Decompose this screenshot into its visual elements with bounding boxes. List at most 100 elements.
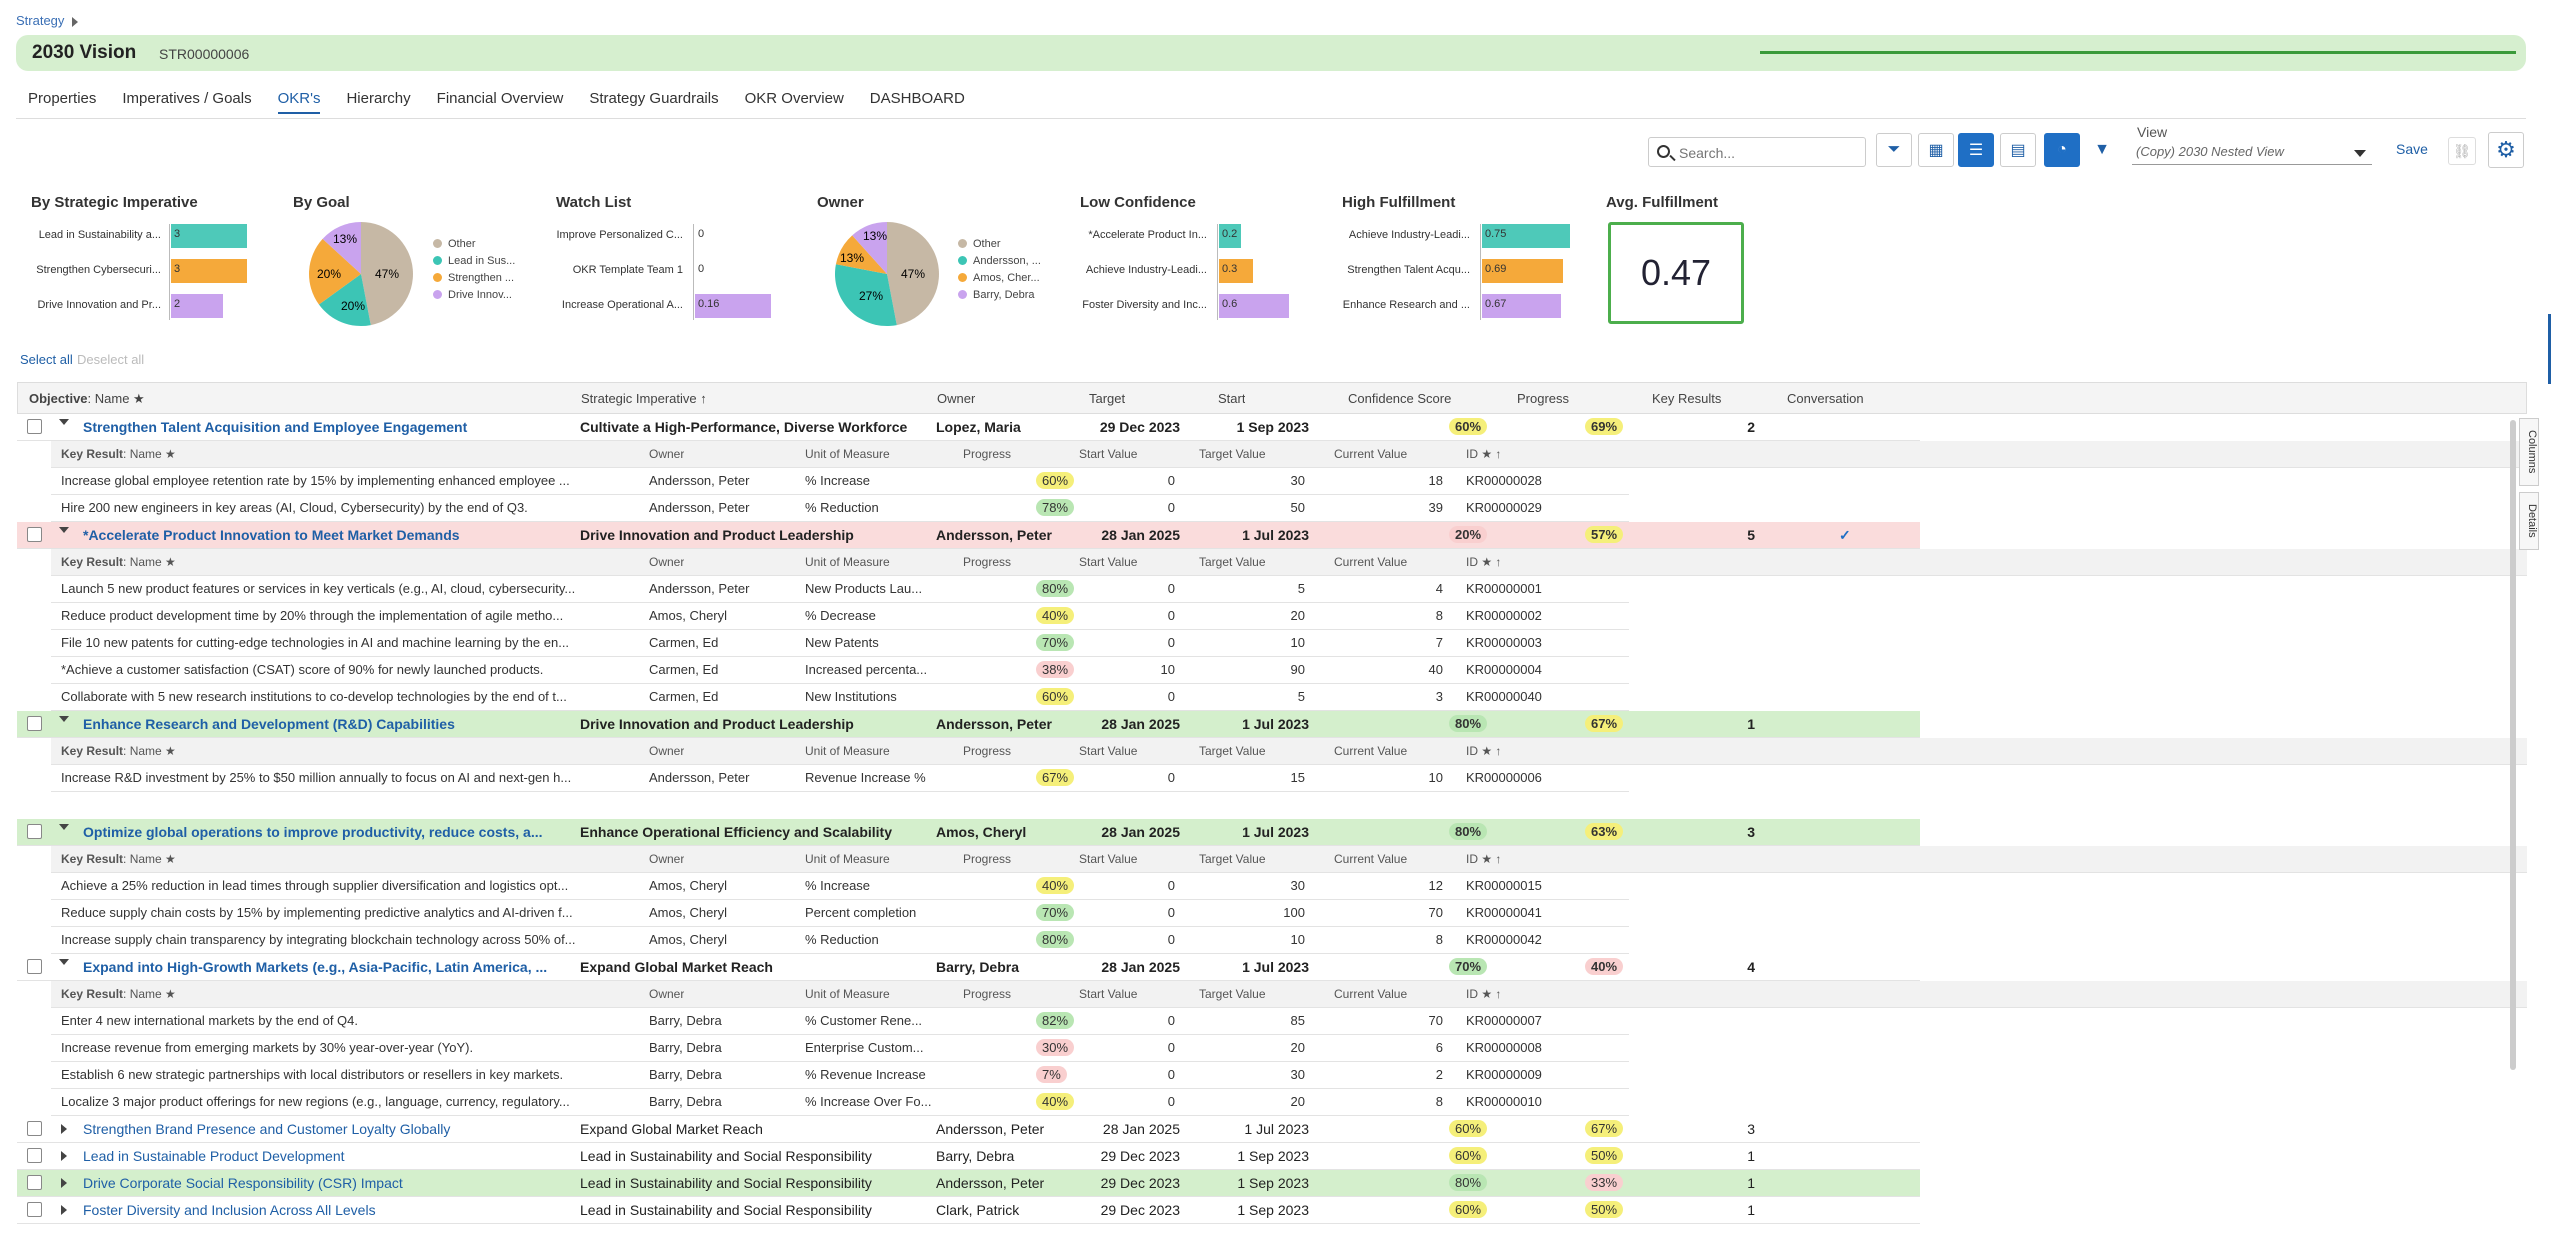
- sub-col-id[interactable]: ID ★ ↑: [1466, 744, 1502, 758]
- sub-col-uom[interactable]: Unit of Measure: [805, 987, 890, 1001]
- kr-name[interactable]: File 10 new patents for cutting-edge tec…: [61, 635, 570, 650]
- key-result-row[interactable]: Achieve a 25% reduction in lead times th…: [51, 873, 1629, 900]
- kr-name[interactable]: Establish 6 new strategic partnerships w…: [61, 1067, 564, 1082]
- key-result-row[interactable]: Reduce product development time by 20% t…: [51, 603, 1629, 630]
- kr-name[interactable]: Increase supply chain transparency by in…: [61, 932, 576, 947]
- sub-col-uom[interactable]: Unit of Measure: [805, 744, 890, 758]
- key-result-row[interactable]: Increase global employee retention rate …: [51, 468, 1629, 495]
- tab-imperatives-goals[interactable]: Imperatives / Goals: [122, 90, 252, 107]
- pie-slice-strengthen[interactable]: [309, 238, 361, 305]
- highful-bar-row[interactable]: Enhance Research and ... 0.67: [1340, 294, 1580, 318]
- objective-name[interactable]: Strengthen Brand Presence and Customer L…: [83, 1121, 451, 1137]
- key-result-row[interactable]: Establish 6 new strategic partnerships w…: [51, 1062, 1629, 1089]
- objective-name[interactable]: Optimize global operations to improve pr…: [83, 824, 543, 840]
- lowconf-bar-row[interactable]: Achieve Industry-Leadi... 0.3: [1077, 259, 1307, 283]
- objective-row[interactable]: Strengthen Brand Presence and Customer L…: [17, 1116, 1920, 1143]
- kr-name[interactable]: Enter 4 new international markets by the…: [61, 1013, 359, 1028]
- objective-name[interactable]: Enhance Research and Development (R&D) C…: [83, 716, 455, 732]
- sub-col-progress[interactable]: Progress: [963, 987, 1012, 1001]
- expand-chevron-down-icon[interactable]: [59, 959, 69, 965]
- sub-col-kr[interactable]: Key Result: Name ★: [61, 852, 176, 866]
- objective-row[interactable]: Expand into High-Growth Markets (e.g., A…: [17, 954, 1920, 981]
- sub-col-owner[interactable]: Owner: [649, 744, 685, 758]
- objective-row[interactable]: Optimize global operations to improve pr…: [17, 819, 1920, 846]
- sub-col-target[interactable]: Target Value: [1199, 987, 1266, 1001]
- row-checkbox[interactable]: [27, 959, 42, 974]
- legend-item[interactable]: Amos, Cher...: [958, 272, 1041, 289]
- breadcrumb-link[interactable]: Strategy: [16, 13, 65, 28]
- objective-row[interactable]: Lead in Sustainable Product Development L…: [17, 1143, 1920, 1170]
- kr-name[interactable]: Increase R&D investment by 25% to $50 mi…: [61, 770, 572, 785]
- columns-side-tab[interactable]: Columns: [2519, 418, 2539, 486]
- link-button[interactable]: ⛓: [2448, 137, 2476, 165]
- sub-col-current[interactable]: Current Value: [1334, 852, 1408, 866]
- key-result-row[interactable]: Launch 5 new product features or service…: [51, 576, 1629, 603]
- sub-col-id[interactable]: ID ★ ↑: [1466, 447, 1502, 461]
- key-result-row[interactable]: Collaborate with 5 new research institut…: [51, 684, 1629, 711]
- sub-col-current[interactable]: Current Value: [1334, 447, 1408, 461]
- sub-col-uom[interactable]: Unit of Measure: [805, 555, 890, 569]
- highful-bar-row[interactable]: Achieve Industry-Leadi... 0.75: [1340, 224, 1580, 248]
- key-result-row[interactable]: Enter 4 new international markets by the…: [51, 1008, 1629, 1035]
- save-button[interactable]: Save: [2396, 141, 2428, 157]
- sub-col-current[interactable]: Current Value: [1334, 555, 1408, 569]
- watch-bar-row[interactable]: Improve Personalized C... 0: [548, 224, 778, 248]
- sub-col-kr[interactable]: Key Result: Name ★: [61, 987, 176, 1001]
- col-header-conversation[interactable]: Conversation: [1787, 391, 1864, 406]
- key-result-row[interactable]: Increase revenue from emerging markets b…: [51, 1035, 1629, 1062]
- legend-item[interactable]: Other: [433, 238, 515, 255]
- sub-col-kr[interactable]: Key Result: Name ★: [61, 447, 176, 461]
- row-checkbox[interactable]: [27, 1121, 42, 1136]
- key-result-row[interactable]: *Achieve a customer satisfaction (CSAT) …: [51, 657, 1629, 684]
- details-side-tab[interactable]: Details: [2519, 492, 2539, 550]
- pie-slice-lead[interactable]: [318, 274, 371, 326]
- watch-bar-row[interactable]: OKR Template Team 1 0: [548, 259, 778, 283]
- kr-name[interactable]: Increase revenue from emerging markets b…: [61, 1040, 474, 1055]
- tab-okr-overview[interactable]: OKR Overview: [744, 90, 844, 107]
- expand-chevron-down-icon[interactable]: [59, 419, 69, 425]
- kr-name[interactable]: Collaborate with 5 new research institut…: [61, 689, 567, 704]
- legend-item[interactable]: Other: [958, 238, 1041, 255]
- objective-row[interactable]: Drive Corporate Social Responsibility (C…: [17, 1170, 1920, 1197]
- expand-chevron-down-icon[interactable]: [59, 716, 69, 722]
- objective-name[interactable]: Foster Diversity and Inclusion Across Al…: [83, 1202, 376, 1218]
- board-view-button[interactable]: ▦: [1918, 133, 1954, 167]
- sub-col-target[interactable]: Target Value: [1199, 555, 1266, 569]
- expand-chevron-right-icon[interactable]: [61, 1151, 67, 1161]
- highful-bar-row[interactable]: Strengthen Talent Acqu... 0.69: [1340, 259, 1580, 283]
- sub-col-target[interactable]: Target Value: [1199, 447, 1266, 461]
- card-view-button[interactable]: ▤: [2000, 133, 2036, 167]
- legend-item[interactable]: Barry, Debra: [958, 289, 1041, 306]
- key-result-row[interactable]: Increase R&D investment by 25% to $50 mi…: [51, 765, 1629, 792]
- expand-chevron-right-icon[interactable]: [61, 1178, 67, 1188]
- key-result-row[interactable]: Localize 3 major product offerings for n…: [51, 1089, 1629, 1116]
- list-view-button[interactable]: ☰: [1958, 133, 1994, 167]
- sub-col-owner[interactable]: Owner: [649, 447, 685, 461]
- tab-okrs[interactable]: OKR's: [277, 90, 321, 114]
- chart-toggle-button[interactable]: ◔: [2044, 133, 2080, 167]
- sub-col-owner[interactable]: Owner: [649, 555, 685, 569]
- sub-col-owner[interactable]: Owner: [649, 852, 685, 866]
- pie-slice-amos[interactable]: [835, 235, 887, 274]
- kr-name[interactable]: *Achieve a customer satisfaction (CSAT) …: [61, 662, 544, 677]
- deselect-all-link[interactable]: Deselect all: [77, 352, 145, 367]
- kr-name[interactable]: Launch 5 new product features or service…: [61, 581, 576, 596]
- sub-col-target[interactable]: Target Value: [1199, 852, 1266, 866]
- sub-col-progress[interactable]: Progress: [963, 852, 1012, 866]
- key-result-row[interactable]: Hire 200 new engineers in key areas (AI,…: [51, 495, 1629, 522]
- legend-item[interactable]: Drive Innov...: [433, 289, 515, 306]
- pie-slice-drive[interactable]: [322, 222, 361, 274]
- objective-row[interactable]: Enhance Research and Development (R&D) C…: [17, 711, 1920, 738]
- kr-name[interactable]: Hire 200 new engineers in key areas (AI,…: [61, 500, 528, 515]
- sub-col-uom[interactable]: Unit of Measure: [805, 447, 890, 461]
- tab-strategy-guardrails[interactable]: Strategy Guardrails: [589, 90, 719, 107]
- kr-name[interactable]: Reduce supply chain costs by 15% by impl…: [61, 905, 573, 920]
- key-result-row[interactable]: File 10 new patents for cutting-edge tec…: [51, 630, 1629, 657]
- expand-chevron-down-icon[interactable]: [59, 527, 69, 533]
- objective-name[interactable]: Expand into High-Growth Markets (e.g., A…: [83, 959, 548, 975]
- imperative-bar-row[interactable]: Drive Innovation and Pr... 2: [31, 294, 261, 318]
- key-result-row[interactable]: Reduce supply chain costs by 15% by impl…: [51, 900, 1629, 927]
- sub-col-id[interactable]: ID ★ ↑: [1466, 555, 1502, 569]
- pie-slice-other[interactable]: [887, 222, 939, 326]
- tab-properties[interactable]: Properties: [28, 90, 97, 107]
